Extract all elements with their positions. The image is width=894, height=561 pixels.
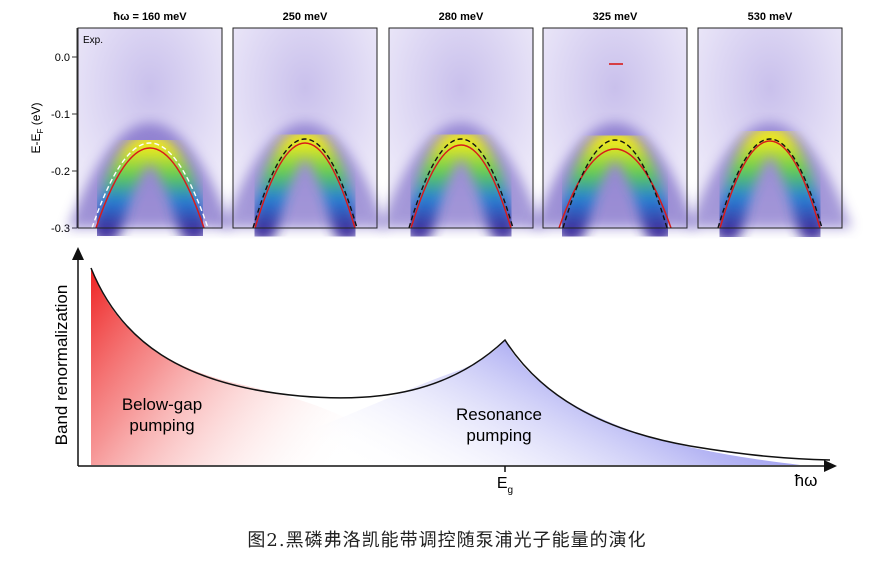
band-intensity [405, 129, 517, 242]
panel-title: ħω = 160 meV [113, 11, 187, 23]
fit-curve [254, 142, 356, 229]
panel-frame [542, 27, 688, 229]
panel-title: 325 meV [593, 11, 638, 23]
dashed-curve [717, 138, 823, 229]
y-tick-label: -0.3 [51, 223, 70, 235]
eg-label: gEg [497, 475, 513, 496]
fit-curve [95, 147, 205, 229]
exp-tag: Exp. [83, 35, 103, 46]
y-tick-label: -0.2 [51, 166, 70, 178]
schematic-y-axis-label: Band renormalization [52, 285, 71, 446]
below-gap-label: Below-gap pumping [122, 395, 202, 435]
fit-curve [719, 140, 821, 229]
panel-y-axis-label: E-EF (eV) [29, 103, 45, 154]
below-gap-fill [91, 268, 420, 465]
figure-caption: 图2.黑磷弗洛凯能带调控随泵浦光子能量的演化 [247, 530, 647, 551]
panel-y-ticks: 0.0 -0.1 -0.2 -0.3 [51, 52, 77, 235]
fit-curve [558, 148, 672, 229]
y-tick-label: 0.0 [55, 52, 70, 64]
resonance-fill [210, 340, 800, 465]
panel-title: 530 meV [748, 11, 793, 23]
x-axis-arrow-icon [824, 460, 837, 472]
y-axis-arrow-icon [72, 247, 84, 260]
panel-frame [232, 27, 378, 229]
panel-280mev: 280 meV [379, 11, 543, 242]
panel-frame [77, 27, 223, 229]
y-tick-label: -0.1 [51, 109, 70, 121]
dashed-curve [562, 139, 668, 229]
band-intensity [556, 129, 674, 243]
x-axis-label: ħω [795, 471, 818, 490]
panel-title: 250 meV [283, 11, 328, 23]
panel-frame [697, 27, 843, 229]
dashed-curve [91, 142, 209, 229]
panel-title: 280 meV [439, 11, 484, 23]
panel-160mev: Exp. ħω = 160 meV [68, 11, 232, 243]
resonance-label: Resonance pumping [456, 405, 542, 445]
panel-frame [388, 27, 534, 229]
dashed-curve [252, 138, 358, 229]
band-renormalization-schematic: Band renormalization Below-gap pumping Re… [52, 247, 837, 496]
panel-530mev: 530 meV [688, 11, 852, 242]
dashed-curve [408, 138, 514, 229]
figure: 0.0 -0.1 -0.2 -0.3 E-EF (eV) Exp. ħω = 1… [29, 11, 852, 496]
fit-curve [410, 144, 512, 229]
panel-250mev: 250 meV [223, 11, 387, 242]
renormalization-curve [90, 267, 831, 461]
arpes-panels: 0.0 -0.1 -0.2 -0.3 E-EF (eV) Exp. ħω = 1… [29, 11, 852, 243]
panel-325mev: 325 meV [533, 11, 697, 243]
